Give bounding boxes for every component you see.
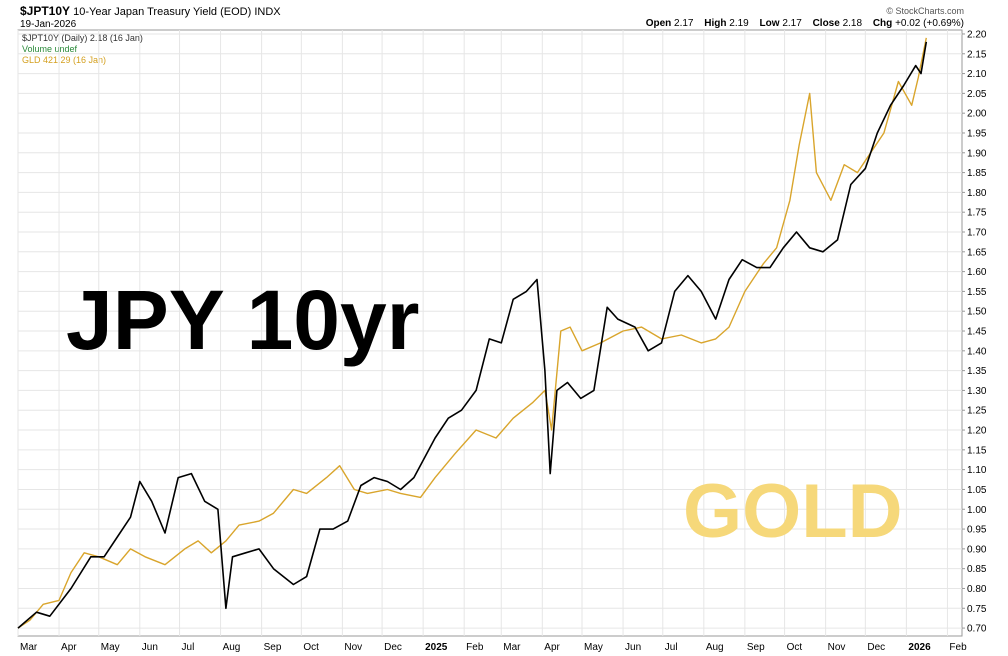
y-tick-label: 2.10 [967,69,987,80]
x-tick-label: May [101,642,120,653]
y-tick-label: 1.85 [967,168,987,179]
series-layer [17,37,928,629]
x-tick-label: 2025 [425,642,448,653]
y-tick-label: 1.15 [967,445,987,456]
chg-value: +0.02 (+0.69%) [895,18,964,29]
x-tick-label: Mar [503,642,521,653]
y-tick-label: 1.95 [967,128,987,139]
series-line-jpt10y [17,41,928,629]
legend-gld: GLD 421.29 (16 Jan) [22,55,107,65]
x-tick-label: Aug [706,642,724,653]
y-tick-label: 0.90 [967,544,987,555]
x-tick-label: Apr [61,642,77,653]
y-tick-label: 0.95 [967,525,987,536]
x-tick-label: Jun [142,642,158,653]
y-tick-label: 1.90 [967,148,987,159]
y-tick-label: 2.05 [967,89,987,100]
x-tick-label: Sep [747,642,765,653]
brand-credit: © StockCharts.com [886,6,964,16]
series-line-gld [17,37,927,629]
low-label: Low [759,18,780,29]
y-tick-label: 1.00 [967,505,987,516]
x-tick-label: May [584,642,603,653]
x-axis: Mar Apr May Jun Jul Aug Sep Oct Nov Dec 2025 Feb Mar… [20,642,967,653]
y-axis: 0.70 0.75 0.80 0.85 0.90 0.95 1.00 1.05 1.10 1.15… [962,29,987,635]
x-tick-label: Feb [466,642,484,653]
x-tick-label: Sep [264,642,282,653]
x-tick-label: Aug [223,642,241,653]
x-tick-label: Dec [867,642,885,653]
open-label: Open [645,18,672,29]
y-tick-label: 1.45 [967,327,987,338]
high-value: 2.19 [729,18,749,29]
x-tick-label: Oct [303,642,319,653]
x-tick-label: Dec [384,642,402,653]
close-value: 2.18 [842,18,863,29]
x-tick-label: 2026 [908,642,931,653]
y-tick-label: 0.75 [967,604,987,615]
legend-jpt: $JPT10Y (Daily) 2.18 (16 Jan) [22,33,143,43]
chart-title: $JPT10Y 10-Year Japan Treasury Yield (EO… [20,4,281,18]
ohlc-readout: Open 2.17 High 2.19 Low 2.17 Close 2.18 … [638,18,964,29]
low-value: 2.17 [782,18,802,29]
x-tick-label: Jun [625,642,641,653]
y-tick-label: 1.25 [967,406,987,417]
y-tick-label: 1.65 [967,247,987,258]
x-tick-label: Jul [182,642,195,653]
gold-annotation: GOLD [683,469,903,554]
open-value: 2.17 [674,18,694,29]
y-tick-label: 0.85 [967,564,987,575]
close-label: Close [812,18,840,29]
y-tick-label: 1.75 [967,208,987,219]
y-tick-label: 1.30 [967,386,987,397]
symbol: $JPT10Y [20,4,71,18]
y-tick-label: 1.10 [967,465,987,476]
symbol-description: 10-Year Japan Treasury Yield (EOD) [73,6,252,18]
y-tick-label: 0.80 [967,584,987,595]
x-tick-label: Oct [787,642,803,653]
y-tick-label: 1.70 [967,228,987,239]
chg-label: Chg [872,18,893,29]
y-tick-label: 1.55 [967,287,987,298]
y-tick-label: 1.05 [967,485,987,496]
x-tick-label: Nov [344,642,362,653]
y-tick-label: 2.15 [967,49,987,60]
jpy-annotation: JPY 10yr [66,273,420,367]
y-tick-label: 1.35 [967,366,987,377]
chart-legend: $JPT10Y (Daily) 2.18 (16 Jan) Volume und… [22,33,143,66]
y-tick-label: 2.00 [967,109,987,120]
y-tick-label: 0.70 [967,624,987,635]
legend-volume: Volume undef [22,44,78,54]
exchange: INDX [254,6,281,18]
high-label: High [704,18,727,29]
chart-date: 19-Jan-2026 [20,19,77,30]
y-tick-label: 2.20 [967,29,987,40]
x-tick-label: Jul [665,642,678,653]
x-tick-label: Nov [828,642,846,653]
x-tick-label: Mar [20,642,38,653]
x-tick-label: Apr [544,642,560,653]
y-tick-label: 1.20 [967,426,987,437]
grid-lines [17,30,962,636]
y-tick-label: 1.40 [967,346,987,357]
y-tick-label: 1.50 [967,307,987,318]
y-tick-label: 1.80 [967,188,987,199]
y-tick-label: 1.60 [967,267,987,278]
x-tick-label: Feb [949,642,967,653]
